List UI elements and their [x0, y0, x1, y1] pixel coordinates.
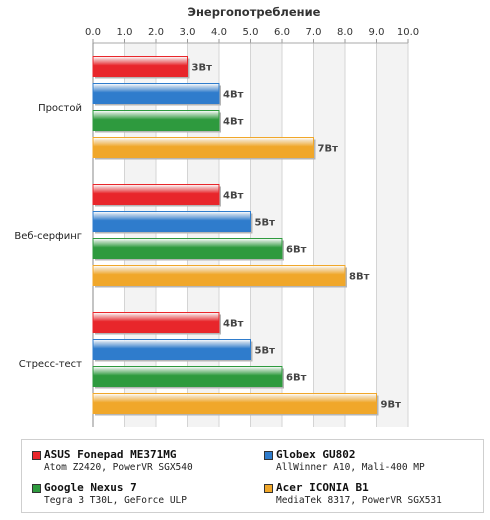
legend-series-subtitle: Tegra 3 T30L, GeForce ULP — [44, 495, 187, 506]
grid-band — [124, 43, 156, 427]
bar — [92, 56, 188, 77]
grid-band — [282, 43, 314, 427]
grid-band — [313, 43, 345, 427]
bar — [92, 211, 251, 232]
legend-series-subtitle: MediaTek 8317, PowerVR SGX531 — [276, 495, 442, 506]
x-tick-label: 10.0 — [397, 27, 419, 38]
legend-swatch-icon — [264, 484, 273, 493]
x-tick-label: 2.0 — [148, 27, 164, 38]
bar — [92, 83, 220, 104]
x-tick-label: 8.0 — [337, 27, 353, 38]
bar-value-label: 4Вт — [223, 90, 244, 101]
grid-band — [156, 43, 188, 427]
x-tick-label: 7.0 — [306, 27, 322, 38]
bar-value-label: 7Вт — [318, 144, 339, 155]
bar-value-label: 6Вт — [286, 373, 307, 384]
bar-value-label: 9Вт — [381, 400, 402, 411]
chart-title: Энергопотребление — [188, 5, 321, 19]
bar — [92, 312, 220, 333]
bar — [92, 184, 220, 205]
bar-value-label: 5Вт — [255, 346, 276, 357]
legend: ASUS Fonepad ME371MG Atom Z2420, PowerVR… — [21, 439, 484, 513]
category-label: Простой — [38, 103, 82, 114]
grid-band — [376, 43, 408, 427]
x-tick-label: 5.0 — [243, 27, 259, 38]
grid-band — [93, 43, 125, 427]
grid-band — [219, 43, 251, 427]
grid-band — [250, 43, 282, 427]
bar-value-label: 6Вт — [286, 245, 307, 256]
grid-band — [345, 43, 377, 427]
legend-series-name: Google Nexus 7 — [44, 481, 137, 494]
bar — [92, 110, 220, 131]
bar-value-label: 5Вт — [255, 218, 276, 229]
legend-series-subtitle: Atom Z2420, PowerVR SGX540 — [44, 462, 193, 473]
category-label: Стресс-тест — [19, 359, 82, 370]
bar-value-label: 4Вт — [223, 319, 244, 330]
x-tick-label: 3.0 — [180, 27, 196, 38]
bar — [92, 238, 283, 259]
legend-series-name: ASUS Fonepad ME371MG — [44, 448, 177, 461]
legend-series-name: Globex GU802 — [276, 448, 356, 461]
bar — [92, 137, 314, 158]
bar — [92, 265, 346, 286]
bar-chart: 3Вт 4Вт 4Вт 7Вт 4Вт 5Вт 6Вт 8Вт 4Вт 5Вт 6Вт 9Вт 0.0… — [14, 5, 419, 427]
bar — [92, 393, 377, 414]
x-tick-label: 0.0 — [85, 27, 101, 38]
legend-swatch-icon — [32, 451, 41, 460]
bar — [92, 339, 251, 360]
bar-value-label: 3Вт — [192, 63, 213, 74]
bar — [92, 366, 283, 387]
bar-value-label: 4Вт — [223, 191, 244, 202]
category-label: Веб-серфинг — [14, 231, 82, 242]
legend-swatch-icon — [32, 484, 41, 493]
bar-value-label: 8Вт — [349, 272, 370, 283]
bar-value-label: 4Вт — [223, 117, 244, 128]
x-tick-label: 9.0 — [369, 27, 385, 38]
x-tick-label: 6.0 — [274, 27, 290, 38]
legend-swatch-icon — [264, 451, 273, 460]
grid-band — [187, 43, 219, 427]
legend-series-subtitle: AllWinner A10, Mali-400 MP — [276, 462, 425, 473]
legend-series-name: Acer ICONIA B1 — [276, 481, 369, 494]
x-tick-label: 4.0 — [211, 27, 227, 38]
x-tick-label: 1.0 — [117, 27, 133, 38]
